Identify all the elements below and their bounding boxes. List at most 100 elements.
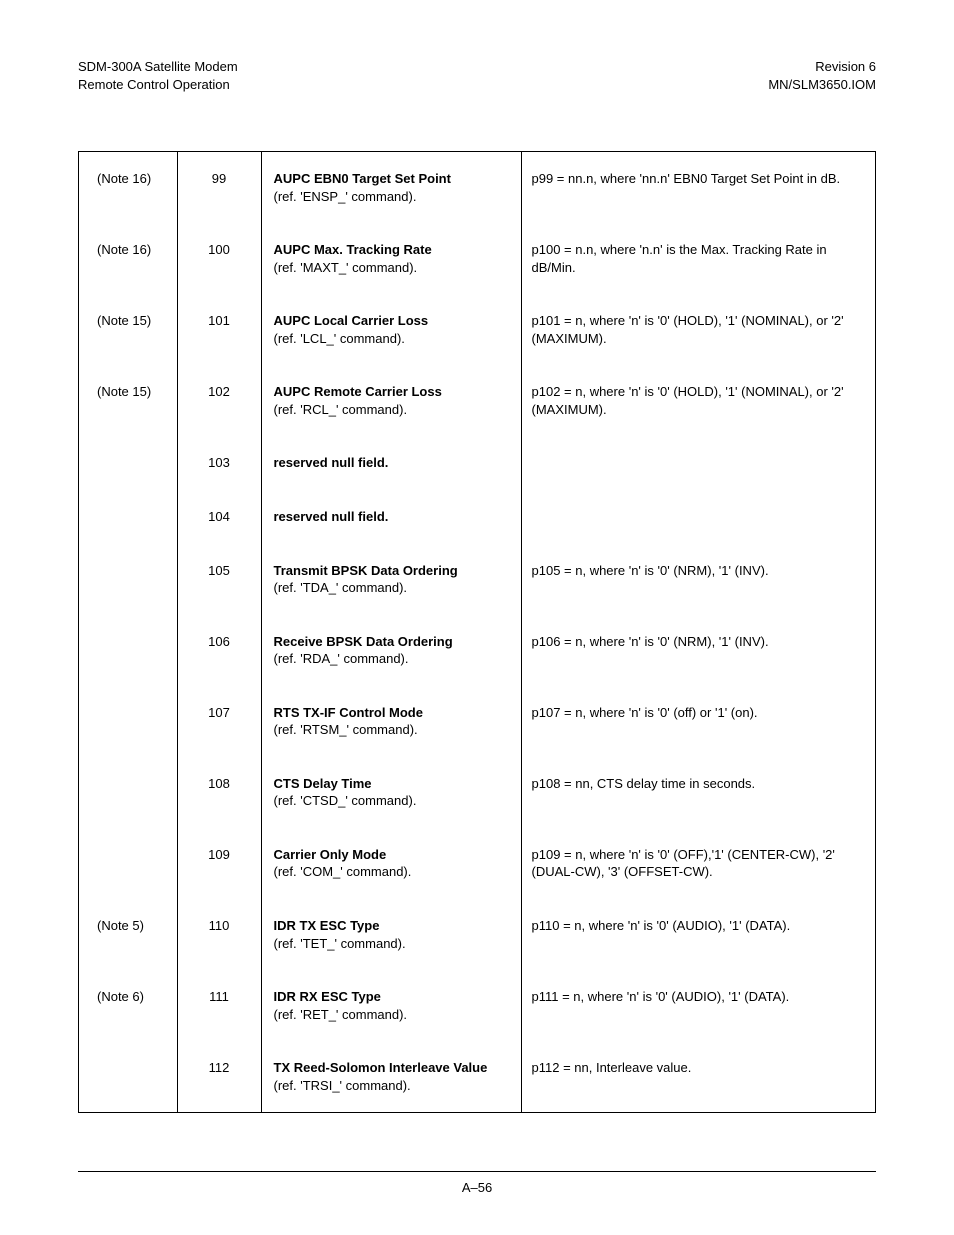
param-description: Receive BPSK Data Ordering (ref. 'RDA_' c…	[261, 615, 521, 686]
param-format: p112 = nn, Interleave value.	[521, 1041, 875, 1112]
param-title: IDR TX ESC Type	[274, 918, 380, 933]
param-title: Receive BPSK Data Ordering	[274, 634, 453, 649]
param-title: Transmit BPSK Data Ordering	[274, 563, 458, 578]
param-ref: (ref. 'ENSP_' command).	[274, 189, 417, 204]
page-number: A–56	[462, 1180, 492, 1195]
table-row: (Note 16)99 AUPC EBN0 Target Set Point (re…	[79, 152, 875, 223]
param-number: 106	[177, 615, 261, 686]
param-description: RTS TX-IF Control Mode (ref. 'RTSM_' comm…	[261, 686, 521, 757]
param-number: 101	[177, 294, 261, 365]
param-number: 99	[177, 152, 261, 223]
param-title: reserved null field.	[274, 509, 389, 524]
param-format	[521, 490, 875, 544]
table-row: (Note 16)100 AUPC Max. Tracking Rate (ref.…	[79, 223, 875, 294]
table-row: 109Carrier Only Mode(ref. 'COM_' command…	[79, 828, 875, 899]
param-description: TX Reed-Solomon Interleave Value (ref. 'T…	[261, 1041, 521, 1112]
param-ref: (ref. 'RTSM_' command).	[274, 722, 418, 737]
param-ref: (ref. 'CTSD_' command).	[274, 793, 417, 808]
param-number: 112	[177, 1041, 261, 1112]
param-title: CTS Delay Time	[274, 776, 372, 791]
param-title: Carrier Only Mode	[274, 847, 387, 862]
table-row: (Note 15)102 AUPC Remote Carrier Loss (ref…	[79, 365, 875, 436]
param-ref: (ref. 'RDA_' command).	[274, 651, 409, 666]
param-format: p108 = nn, CTS delay time in seconds.	[521, 757, 875, 828]
param-format: p99 = nn.n, where 'nn.n' EBN0 Target Set…	[521, 152, 875, 223]
param-ref: (ref. 'LCL_' command).	[274, 331, 405, 346]
table-row: 112 TX Reed-Solomon Interleave Value (ref.…	[79, 1041, 875, 1112]
param-title: TX Reed-Solomon Interleave Value	[274, 1060, 488, 1075]
param-number: 105	[177, 544, 261, 615]
header-docnum: MN/SLM3650.IOM	[768, 76, 876, 94]
param-description: IDR TX ESC Type (ref. 'TET_' command).	[261, 899, 521, 970]
note-cell: (Note 16)	[79, 223, 177, 294]
param-description: Transmit BPSK Data Ordering (ref. 'TDA_' …	[261, 544, 521, 615]
param-format: p109 = n, where 'n' is '0' (OFF),'1' (CE…	[521, 828, 875, 899]
param-number: 111	[177, 970, 261, 1041]
param-format: p101 = n, where 'n' is '0' (HOLD), '1' (…	[521, 294, 875, 365]
param-description: Carrier Only Mode (ref. 'COM_' command).	[261, 828, 521, 899]
param-format	[521, 436, 875, 490]
param-description: AUPC Local Carrier Loss (ref. 'LCL_' comm…	[261, 294, 521, 365]
note-cell	[79, 1041, 177, 1112]
header-product: SDM-300A Satellite Modem	[78, 58, 238, 76]
note-cell: (Note 5)	[79, 899, 177, 970]
table-row: 107 RTS TX-IF Control Mode (ref. 'RTSM_' c…	[79, 686, 875, 757]
table-row: 108 CTS Delay Time (ref. 'CTSD_' command).…	[79, 757, 875, 828]
table-row: 103 reserved null field.	[79, 436, 875, 490]
param-format: p106 = n, where 'n' is '0' (NRM), '1' (I…	[521, 615, 875, 686]
param-number: 104	[177, 490, 261, 544]
param-title: AUPC Max. Tracking Rate	[274, 242, 432, 257]
param-title: IDR RX ESC Type	[274, 989, 381, 1004]
param-description: AUPC Remote Carrier Loss (ref. 'RCL_' com…	[261, 365, 521, 436]
param-description: reserved null field.	[261, 436, 521, 490]
param-title: AUPC Local Carrier Loss	[274, 313, 429, 328]
param-number: 108	[177, 757, 261, 828]
note-cell	[79, 686, 177, 757]
note-cell: (Note 15)	[79, 294, 177, 365]
table-row: (Note 6)111IDR RX ESC Type(ref. 'RET_' c…	[79, 970, 875, 1041]
table-row: (Note 5)110IDR TX ESC Type(ref. 'TET_' c…	[79, 899, 875, 970]
header-right: Revision 6 MN/SLM3650.IOM	[768, 58, 876, 93]
table-row: 105 Transmit BPSK Data Ordering (ref. 'TDA…	[79, 544, 875, 615]
note-cell: (Note 15)	[79, 365, 177, 436]
table-row: 106 Receive BPSK Data Ordering (ref. 'RDA_…	[79, 615, 875, 686]
note-cell	[79, 544, 177, 615]
param-number: 103	[177, 436, 261, 490]
param-ref: (ref. 'RCL_' command).	[274, 402, 408, 417]
parameter-table: (Note 16)99 AUPC EBN0 Target Set Point (re…	[79, 152, 875, 1112]
document-page: SDM-300A Satellite Modem Remote Control …	[0, 0, 954, 1235]
note-cell	[79, 757, 177, 828]
param-ref: (ref. 'TRSI_' command).	[274, 1078, 411, 1093]
param-format: p105 = n, where 'n' is '0' (NRM), '1' (I…	[521, 544, 875, 615]
page-header: SDM-300A Satellite Modem Remote Control …	[78, 58, 876, 93]
param-ref: (ref. 'RET_' command).	[274, 1007, 408, 1022]
param-ref: (ref. 'MAXT_' command).	[274, 260, 418, 275]
table-row: 104 reserved null field.	[79, 490, 875, 544]
param-title: AUPC EBN0 Target Set Point	[274, 171, 451, 186]
param-format: p102 = n, where 'n' is '0' (HOLD), '1' (…	[521, 365, 875, 436]
param-description: reserved null field.	[261, 490, 521, 544]
note-cell: (Note 16)	[79, 152, 177, 223]
parameter-table-wrap: (Note 16)99 AUPC EBN0 Target Set Point (re…	[78, 151, 876, 1113]
param-ref: (ref. 'COM_' command).	[274, 864, 412, 879]
param-ref: (ref. 'TDA_' command).	[274, 580, 408, 595]
param-number: 102	[177, 365, 261, 436]
note-cell	[79, 828, 177, 899]
page-footer: A–56	[78, 1171, 876, 1195]
header-section: Remote Control Operation	[78, 76, 238, 94]
header-revision: Revision 6	[768, 58, 876, 76]
note-cell	[79, 436, 177, 490]
param-description: AUPC EBN0 Target Set Point (ref. 'ENSP_' …	[261, 152, 521, 223]
param-description: IDR RX ESC Type (ref. 'RET_' command).	[261, 970, 521, 1041]
param-number: 107	[177, 686, 261, 757]
param-number: 100	[177, 223, 261, 294]
table-row: (Note 15)101 AUPC Local Carrier Loss (ref.…	[79, 294, 875, 365]
param-title: reserved null field.	[274, 455, 389, 470]
header-left: SDM-300A Satellite Modem Remote Control …	[78, 58, 238, 93]
param-format: p111 = n, where 'n' is '0' (AUDIO), '1' …	[521, 970, 875, 1041]
note-cell	[79, 490, 177, 544]
param-format: p100 = n.n, where 'n.n' is the Max. Trac…	[521, 223, 875, 294]
param-title: AUPC Remote Carrier Loss	[274, 384, 442, 399]
param-title: RTS TX-IF Control Mode	[274, 705, 423, 720]
param-ref: (ref. 'TET_' command).	[274, 936, 406, 951]
